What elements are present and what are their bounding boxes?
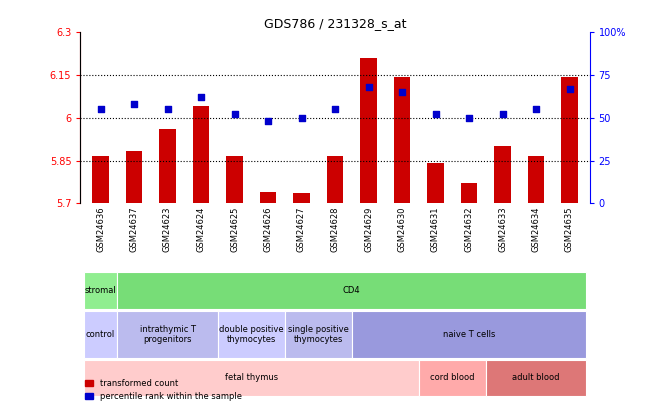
Bar [126, 151, 142, 203]
Text: GSM24626: GSM24626 [263, 207, 273, 252]
FancyBboxPatch shape [117, 272, 586, 309]
FancyBboxPatch shape [352, 311, 586, 358]
Point [531, 106, 541, 113]
Text: stromal: stromal [84, 286, 117, 295]
Text: GSM24623: GSM24623 [163, 207, 172, 252]
Point [229, 111, 240, 117]
Text: GSM24633: GSM24633 [498, 207, 507, 252]
Point [95, 106, 106, 113]
Text: fetal thymus: fetal thymus [224, 373, 278, 382]
FancyBboxPatch shape [285, 311, 352, 358]
FancyBboxPatch shape [84, 311, 117, 358]
Text: GSM24630: GSM24630 [397, 207, 407, 252]
Text: GSM24636: GSM24636 [96, 207, 105, 252]
Text: intrathymic T
progenitors: intrathymic T progenitors [139, 324, 196, 344]
Text: GSM24635: GSM24635 [565, 207, 574, 252]
Point [129, 101, 139, 107]
Bar [461, 183, 477, 203]
Text: adult blood: adult blood [513, 373, 559, 382]
Text: GSM24625: GSM24625 [230, 207, 239, 252]
Legend: transformed count, percentile rank within the sample: transformed count, percentile rank withi… [84, 379, 242, 401]
Point [430, 111, 441, 117]
Text: double positive
thymocytes: double positive thymocytes [219, 324, 283, 344]
Bar [293, 193, 310, 203]
Text: control: control [86, 330, 115, 339]
FancyBboxPatch shape [117, 311, 218, 358]
Bar [528, 156, 544, 203]
FancyBboxPatch shape [84, 360, 419, 396]
Bar [260, 192, 276, 203]
Point [564, 85, 575, 92]
Text: naive T cells: naive T cells [443, 330, 495, 339]
Point [397, 89, 407, 96]
Text: CD4: CD4 [343, 286, 360, 295]
FancyBboxPatch shape [486, 360, 586, 396]
Text: GSM24634: GSM24634 [531, 207, 541, 252]
Title: GDS786 / 231328_s_at: GDS786 / 231328_s_at [264, 17, 406, 30]
Text: GSM24632: GSM24632 [464, 207, 474, 252]
Text: GSM24624: GSM24624 [196, 207, 206, 252]
Text: GSM24631: GSM24631 [431, 207, 440, 252]
Point [497, 111, 508, 117]
Text: cord blood: cord blood [430, 373, 474, 382]
Bar [360, 58, 377, 203]
Bar [159, 129, 176, 203]
Point [296, 115, 307, 121]
Point [196, 94, 206, 100]
Bar [193, 107, 209, 203]
Point [162, 106, 173, 113]
Bar [226, 156, 243, 203]
FancyBboxPatch shape [84, 272, 117, 309]
Text: GSM24629: GSM24629 [364, 207, 373, 252]
Text: single positive
thymocytes: single positive thymocytes [288, 324, 348, 344]
Bar [427, 163, 444, 203]
Point [363, 84, 374, 90]
Text: GSM24627: GSM24627 [297, 207, 306, 252]
Point [464, 115, 474, 121]
Bar [494, 146, 511, 203]
Point [330, 106, 340, 113]
Bar [327, 156, 343, 203]
Bar [92, 156, 109, 203]
Bar [394, 77, 410, 203]
Point [263, 118, 273, 124]
Bar [561, 77, 578, 203]
FancyBboxPatch shape [218, 311, 285, 358]
Text: GSM24637: GSM24637 [129, 207, 139, 252]
FancyBboxPatch shape [419, 360, 486, 396]
Text: GSM24628: GSM24628 [330, 207, 340, 252]
